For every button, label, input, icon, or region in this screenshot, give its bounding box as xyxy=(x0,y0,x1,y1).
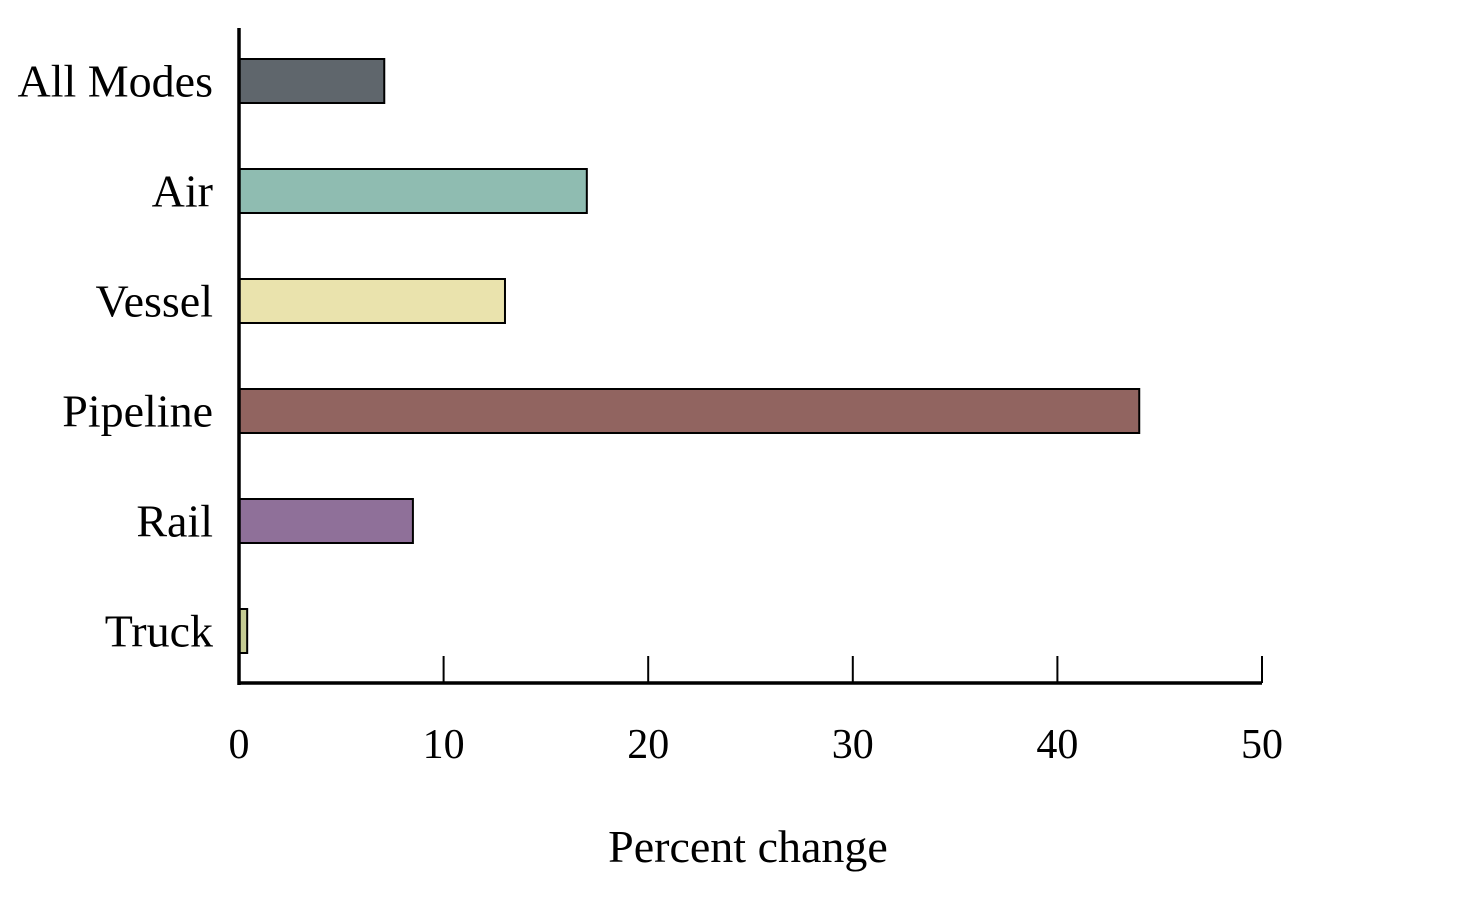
bar-rail xyxy=(238,498,414,544)
axes-group xyxy=(237,28,1262,685)
category-label-truck: Truck xyxy=(105,606,213,657)
bars-group xyxy=(238,58,1141,654)
x-tick-label-20: 20 xyxy=(627,722,669,768)
x-axis-tick-labels: 0 10 20 30 40 50 xyxy=(229,722,1284,768)
category-label-pipeline: Pipeline xyxy=(62,386,213,437)
x-tick-label-30: 30 xyxy=(832,722,874,768)
category-labels: All Modes Air Vessel Pipeline Rail Truck xyxy=(18,56,214,657)
category-label-rail: Rail xyxy=(136,496,213,547)
category-label-vessel: Vessel xyxy=(95,276,213,327)
x-tick-label-40: 40 xyxy=(1036,722,1078,768)
bar-vessel xyxy=(238,278,506,324)
bar-pipeline xyxy=(238,388,1141,434)
x-axis-title: Percent change xyxy=(608,821,888,872)
x-tick-label-10: 10 xyxy=(423,722,465,768)
x-tick-label-0: 0 xyxy=(229,722,250,768)
x-axis-ticks xyxy=(442,656,1263,683)
x-tick-label-50: 50 xyxy=(1241,722,1283,768)
bar-all-modes xyxy=(238,58,386,104)
bar-air xyxy=(238,168,588,214)
category-label-air: Air xyxy=(152,166,213,217)
category-label-all-modes: All Modes xyxy=(18,56,214,107)
